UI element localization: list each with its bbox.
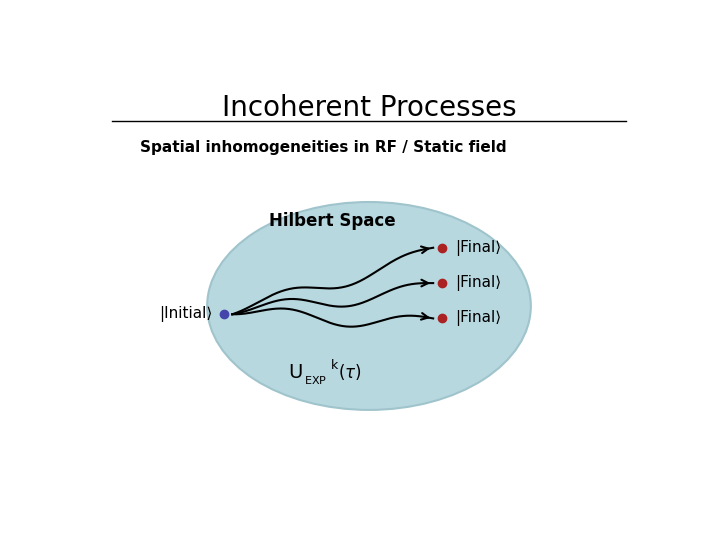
Text: $\mathsf{EXP}$: $\mathsf{EXP}$ bbox=[304, 374, 327, 386]
Text: Spatial inhomogeneities in RF / Static field: Spatial inhomogeneities in RF / Static f… bbox=[140, 140, 507, 154]
Ellipse shape bbox=[207, 202, 531, 410]
Text: $\mathsf{U}$: $\mathsf{U}$ bbox=[288, 363, 302, 382]
Text: |Final⟩: |Final⟩ bbox=[456, 310, 502, 327]
Text: Hilbert Space: Hilbert Space bbox=[269, 212, 396, 231]
Text: |Final⟩: |Final⟩ bbox=[456, 275, 502, 291]
Text: $\mathsf{k}$: $\mathsf{k}$ bbox=[330, 358, 339, 372]
Text: |Final⟩: |Final⟩ bbox=[456, 240, 502, 256]
Text: $(\tau)$: $(\tau)$ bbox=[338, 362, 362, 382]
Text: Incoherent Processes: Incoherent Processes bbox=[222, 94, 516, 122]
Text: |Initial⟩: |Initial⟩ bbox=[159, 306, 213, 322]
